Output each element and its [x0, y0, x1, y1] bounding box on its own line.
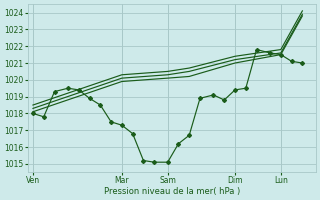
X-axis label: Pression niveau de la mer( hPa ): Pression niveau de la mer( hPa )	[104, 187, 240, 196]
